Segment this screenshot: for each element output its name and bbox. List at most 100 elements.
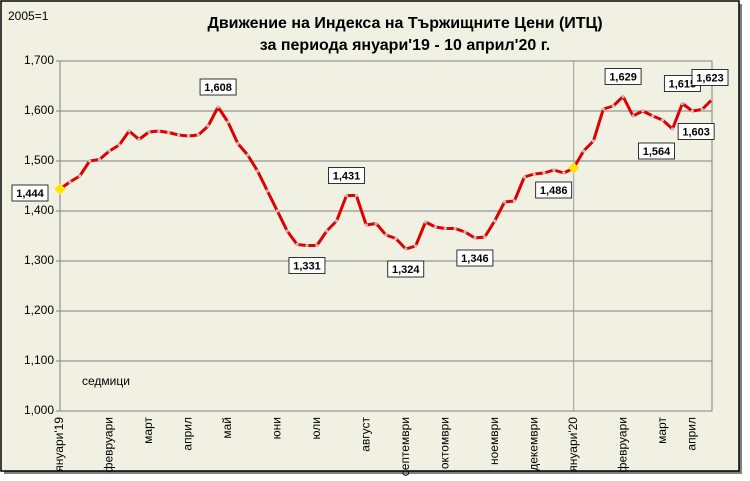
data-point: [562, 171, 566, 175]
highlight-point: [54, 183, 66, 195]
data-point: [591, 139, 596, 143]
value-label: 1,331: [293, 260, 321, 272]
data-point: [611, 104, 615, 108]
y-tick-label: 1,600: [24, 103, 54, 117]
y-tick-label: 1,000: [24, 403, 54, 417]
data-point: [581, 149, 586, 153]
x-tick-label: януари'20: [566, 417, 580, 472]
x-tick-label: април: [181, 417, 195, 451]
data-point: [394, 236, 398, 241]
x-tick-label: септември: [398, 417, 412, 476]
value-label: 1,629: [609, 71, 637, 83]
chart-subtitle: за периода януари'19 - 10 април'20 г.: [260, 37, 550, 54]
data-point: [216, 105, 220, 109]
data-point: [147, 130, 151, 134]
value-label: 1,486: [540, 185, 568, 197]
data-point: [196, 133, 200, 137]
data-point: [661, 118, 665, 122]
x-tick-label: март: [655, 417, 669, 444]
data-point: [275, 209, 279, 213]
value-label-box: [691, 69, 729, 86]
data-point: [107, 149, 111, 153]
value-label-box: [288, 257, 326, 274]
data-point: [631, 114, 635, 118]
data-point: [443, 226, 447, 231]
y-tick-label: 1,200: [24, 303, 54, 317]
data-point: [641, 109, 645, 113]
data-point: [157, 129, 161, 133]
data-point: [433, 225, 437, 229]
data-point: [374, 221, 378, 226]
x-tick-label: юли: [309, 417, 323, 439]
data-point: [325, 229, 329, 233]
data-point: [621, 94, 625, 99]
data-point: [335, 219, 339, 223]
data-point: [463, 230, 467, 234]
data-point: [167, 130, 171, 135]
data-point: [246, 153, 250, 157]
value-label-box: [456, 249, 494, 267]
value-label: 1,603: [682, 126, 710, 138]
data-point: [680, 101, 684, 106]
data-point: [206, 124, 210, 128]
data-point: [542, 171, 546, 175]
x-tick-label: август: [358, 417, 372, 452]
data-point: [305, 243, 309, 248]
value-label: 1,346: [461, 253, 489, 265]
x-tick-label: октомври: [437, 417, 451, 469]
data-point: [473, 236, 477, 240]
value-label: 1,431: [333, 170, 361, 182]
data-point: [493, 219, 497, 223]
data-point: [295, 242, 299, 247]
data-point: [344, 193, 349, 198]
data-point: [265, 189, 270, 193]
data-point: [186, 134, 191, 138]
value-label: 1,324: [392, 264, 420, 276]
value-label: 1,623: [696, 72, 724, 84]
value-label-box: [387, 260, 425, 278]
data-point: [78, 174, 82, 178]
data-point: [285, 229, 289, 233]
data-point: [700, 107, 704, 112]
data-point: [453, 226, 457, 231]
data-point: [690, 109, 694, 113]
value-label: 1,615: [669, 78, 697, 90]
x-tick-label: януари'19: [52, 417, 66, 472]
data-point: [117, 143, 121, 147]
value-label-box: [535, 181, 573, 199]
y-tick-label: 1,400: [24, 203, 54, 217]
data-point: [502, 200, 507, 204]
data-point: [137, 137, 141, 142]
data-point: [255, 169, 260, 173]
value-label-box: [604, 68, 642, 85]
x-tick-label: март: [141, 417, 155, 444]
y-tick-label: 1,500: [24, 153, 54, 167]
value-label-box: [328, 167, 365, 184]
y-tick-label: 1,300: [24, 253, 54, 267]
x-tick-label: декември: [526, 417, 540, 471]
data-point: [414, 244, 418, 248]
y-tick-label: 1,700: [24, 53, 54, 67]
data-point: [512, 199, 517, 203]
x-tick-label: април: [684, 417, 698, 451]
x-tick-label: февруари: [102, 417, 116, 472]
x-tick-label: ноември: [487, 417, 501, 465]
value-label-box: [199, 78, 237, 96]
value-label: 1,444: [16, 188, 44, 200]
value-label-box: [638, 142, 675, 160]
data-point: [68, 180, 72, 184]
x-tick-label: май: [220, 417, 234, 439]
data-point: [651, 114, 655, 118]
data-point: [354, 193, 358, 198]
data-point: [423, 220, 428, 224]
data-point: [364, 223, 368, 227]
data-point: [236, 141, 240, 146]
x-tick-label: юни: [270, 417, 284, 439]
data-point: [532, 172, 536, 176]
y-tick-label: 1,100: [24, 353, 54, 367]
value-label-box: [677, 123, 715, 140]
value-label-box: [11, 184, 49, 202]
data-point: [710, 97, 714, 102]
data-point: [315, 243, 319, 248]
